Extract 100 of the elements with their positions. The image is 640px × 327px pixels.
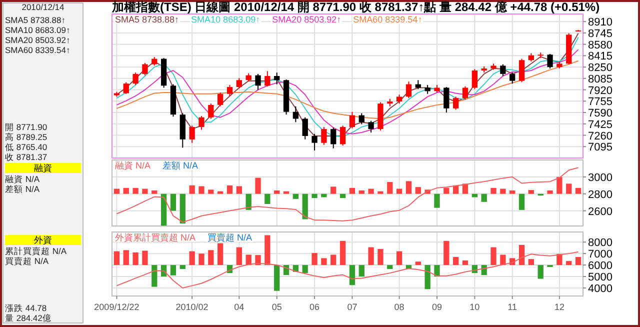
bar [424,265,430,290]
candlestick [142,62,148,76]
y-tick-label: 7920 [588,84,612,97]
candlestick [226,84,233,96]
bar [387,265,393,270]
bar [556,176,562,194]
text: 融資 [34,163,52,173]
bar [547,190,553,194]
text: 漲跌 44.78 [5,303,47,313]
bar [180,265,186,270]
bar [142,250,148,266]
text: SMA10 8683.09↑ [191,14,260,24]
bar [349,188,356,194]
bar [198,254,204,266]
bar [274,190,280,194]
bar [415,262,421,266]
text: SMA5 8738.88↑ [5,15,66,25]
y-tick-label: 8000 [588,237,612,250]
bar [358,190,364,194]
bar [292,194,299,199]
bar [302,194,308,220]
bar [114,251,120,266]
bar [330,254,336,266]
bar [226,185,233,194]
bar [396,251,402,266]
bar [152,190,158,194]
candlestick [321,126,327,146]
bar [575,188,582,194]
candlestick [255,73,261,90]
bar [378,191,384,194]
bar [142,188,148,194]
bar [312,194,318,198]
candlestick [208,103,214,120]
bar [236,247,242,266]
bar [274,265,280,291]
candlestick [444,86,450,114]
x-tick-label: 06 [310,302,320,312]
y-tick-label: 8745 [588,28,612,40]
candlestick [302,116,308,140]
line-series [116,251,579,288]
x-tick-label: 11 [508,302,518,312]
candlestick [189,125,195,144]
y-tick-label: 7755 [588,96,612,108]
candlestick [406,81,412,99]
bar [510,190,516,194]
text: SMA60 8339.54↑ [353,14,422,24]
candlestick [358,112,364,125]
bar [321,258,327,266]
text: 融資 N/A [5,174,40,184]
bar [208,190,214,194]
bar [518,194,525,210]
bar [396,188,402,194]
bar [349,265,356,286]
x-tick-label: 12 [554,302,564,312]
candlestick [453,96,459,110]
bar [246,254,252,266]
bar [123,250,129,266]
y-tick-label: 5000 [588,272,612,284]
text: 外資累計買賣超 N/A [115,232,196,242]
text: 量 284.42億 [5,313,52,323]
candlestick [132,72,138,86]
x-tick-label: 05 [272,302,282,312]
bar [255,255,261,266]
text: SMA60 8339.54↑ [5,45,70,55]
candlestick [123,82,129,94]
bar [358,265,364,276]
y-tick-label: 2600 [588,206,612,218]
text: SMA5 8738.88↑ [115,14,180,24]
y-tick-label: 7000 [588,248,612,261]
bar [340,240,346,266]
y-tick-label: 7425 [588,118,612,131]
bar [566,184,572,194]
bar [170,194,176,211]
bar [528,259,534,266]
bar [566,261,572,266]
x-tick-label: 04 [234,302,244,312]
text: 高 8789.25 [5,132,48,142]
bar [302,265,308,274]
bar [340,194,346,198]
text: 開 8771.90 [5,122,48,132]
bar [180,194,186,224]
candlestick [312,133,318,151]
text: 累計買賣超 N/A [5,246,67,256]
bar [330,186,336,194]
candlestick [236,78,242,89]
bar [255,178,261,194]
bar [500,254,506,266]
bar [378,248,384,266]
text: 外資 [34,235,52,245]
bar [160,194,167,226]
candlestick [462,86,468,100]
bar [198,186,204,194]
bar [538,265,544,279]
bar [218,191,224,194]
x-tick-label: 10 [470,302,480,312]
text: 2010/12/14 [22,2,65,12]
candlestick [349,111,356,129]
y-tick-label: 7260 [588,130,612,142]
bar [444,240,450,266]
text: SMA20 8503.92↑ [272,14,342,24]
